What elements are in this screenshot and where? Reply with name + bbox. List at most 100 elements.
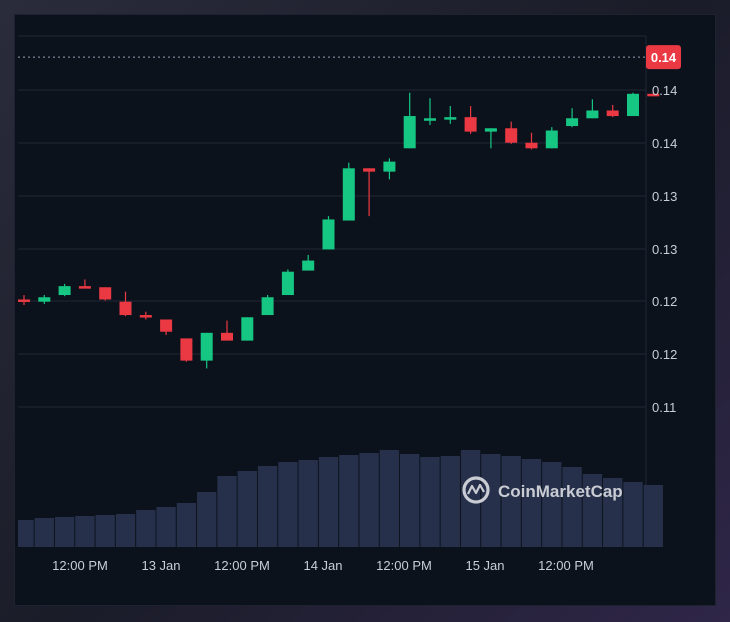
candle-up — [302, 255, 315, 271]
volume-bar — [257, 466, 278, 547]
candle-up — [261, 295, 274, 316]
candle-body — [464, 117, 477, 132]
candles — [18, 92, 660, 369]
y-tick-label: 0.14 — [652, 136, 677, 151]
candle-up — [444, 106, 457, 124]
candle-down — [160, 319, 173, 336]
y-tick-label: 0.12 — [652, 347, 677, 362]
candle-body — [18, 299, 30, 302]
volume-bar — [460, 450, 481, 547]
x-tick-label: 12:00 PM — [538, 558, 594, 573]
volume-bars — [18, 450, 663, 547]
last-price-label: 0.14 — [651, 50, 677, 65]
candle-up — [38, 295, 51, 304]
candle-down — [99, 287, 112, 301]
volume-bar — [95, 515, 115, 547]
y-axis-ticks: 0.14 0.14 0.13 0.13 0.12 0.12 0.11 — [652, 83, 677, 415]
candle-body — [200, 332, 213, 361]
candle-body — [606, 110, 619, 117]
candle-down — [221, 320, 233, 341]
x-tick-label: 12:00 PM — [376, 558, 432, 573]
candle-down — [525, 132, 538, 150]
candle-body — [545, 130, 558, 149]
candle-down — [606, 104, 619, 118]
volume-bar — [643, 485, 663, 547]
volume-bar — [339, 455, 359, 547]
candle-up — [200, 332, 213, 369]
candle-body — [322, 219, 335, 250]
candle-body — [363, 168, 376, 172]
x-tick-label: 14 Jan — [303, 558, 342, 573]
candle-up — [566, 108, 579, 128]
candle-body — [139, 315, 152, 318]
grid-lines — [18, 35, 647, 547]
candle-body — [484, 128, 497, 132]
candle-up — [586, 99, 599, 119]
y-tick-label: 0.12 — [652, 294, 677, 309]
candle-down — [180, 338, 193, 362]
candle-body — [38, 297, 51, 302]
candle-body — [180, 338, 193, 361]
volume-bar — [156, 507, 176, 547]
candle-body — [647, 93, 660, 97]
candle-body — [221, 332, 233, 341]
candle-body — [586, 110, 599, 119]
volume-bar — [115, 514, 136, 547]
candle-down — [647, 92, 660, 97]
candle-body — [58, 286, 71, 296]
volume-bar — [54, 517, 75, 547]
y-tick-label: 0.13 — [652, 189, 677, 204]
volume-bar — [542, 462, 562, 547]
candle-down — [505, 121, 518, 144]
volume-bar — [75, 516, 95, 547]
candle-down — [139, 311, 152, 320]
candle-body — [99, 287, 112, 300]
coinmarketcap-logo-icon — [462, 476, 490, 504]
candle-body — [241, 317, 254, 341]
x-tick-label: 13 Jan — [141, 558, 180, 573]
y-tick-label: 0.14 — [652, 83, 677, 98]
candle-up — [241, 317, 254, 341]
candle-up — [281, 269, 294, 296]
candle-up — [484, 128, 497, 149]
candle-body — [342, 168, 355, 221]
volume-bar — [197, 492, 217, 547]
x-tick-label: 12:00 PM — [52, 558, 108, 573]
volume-bar — [379, 450, 400, 547]
volume-bar — [603, 478, 623, 547]
candle-up — [627, 92, 639, 117]
candle-body — [424, 118, 436, 121]
volume-bar — [278, 462, 298, 547]
volume-bar — [237, 471, 257, 547]
candle-body — [525, 142, 538, 149]
watermark-text: CoinMarketCap — [498, 482, 623, 501]
volume-bar — [298, 460, 318, 547]
x-tick-label: 15 Jan — [465, 558, 504, 573]
volume-bar — [582, 474, 603, 547]
candle-up — [424, 98, 436, 125]
candle-body — [160, 319, 173, 332]
candle-body — [119, 301, 132, 316]
candle-body — [444, 117, 457, 120]
volume-bar — [176, 503, 197, 547]
x-axis-ticks: 12:00 PM 13 Jan 12:00 PM 14 Jan 12:00 PM 15 J… — [52, 558, 594, 573]
candle-up — [383, 158, 396, 180]
candle-body — [281, 271, 294, 296]
volume-bar — [318, 457, 339, 547]
candle-up — [58, 283, 71, 297]
candle-up — [545, 127, 558, 149]
candle-body — [383, 161, 396, 172]
y-tick-label: 0.13 — [652, 242, 677, 257]
volume-bar — [562, 467, 582, 547]
candle-up — [403, 92, 416, 149]
candle-body — [627, 93, 639, 117]
candle-body — [78, 286, 91, 289]
candle-down — [363, 168, 376, 217]
candle-down — [119, 291, 132, 317]
x-tick-label: 12:00 PM — [214, 558, 270, 573]
candle-down — [464, 106, 477, 134]
candle-body — [261, 297, 274, 316]
volume-bar — [440, 456, 460, 547]
volume-bar — [501, 456, 521, 547]
